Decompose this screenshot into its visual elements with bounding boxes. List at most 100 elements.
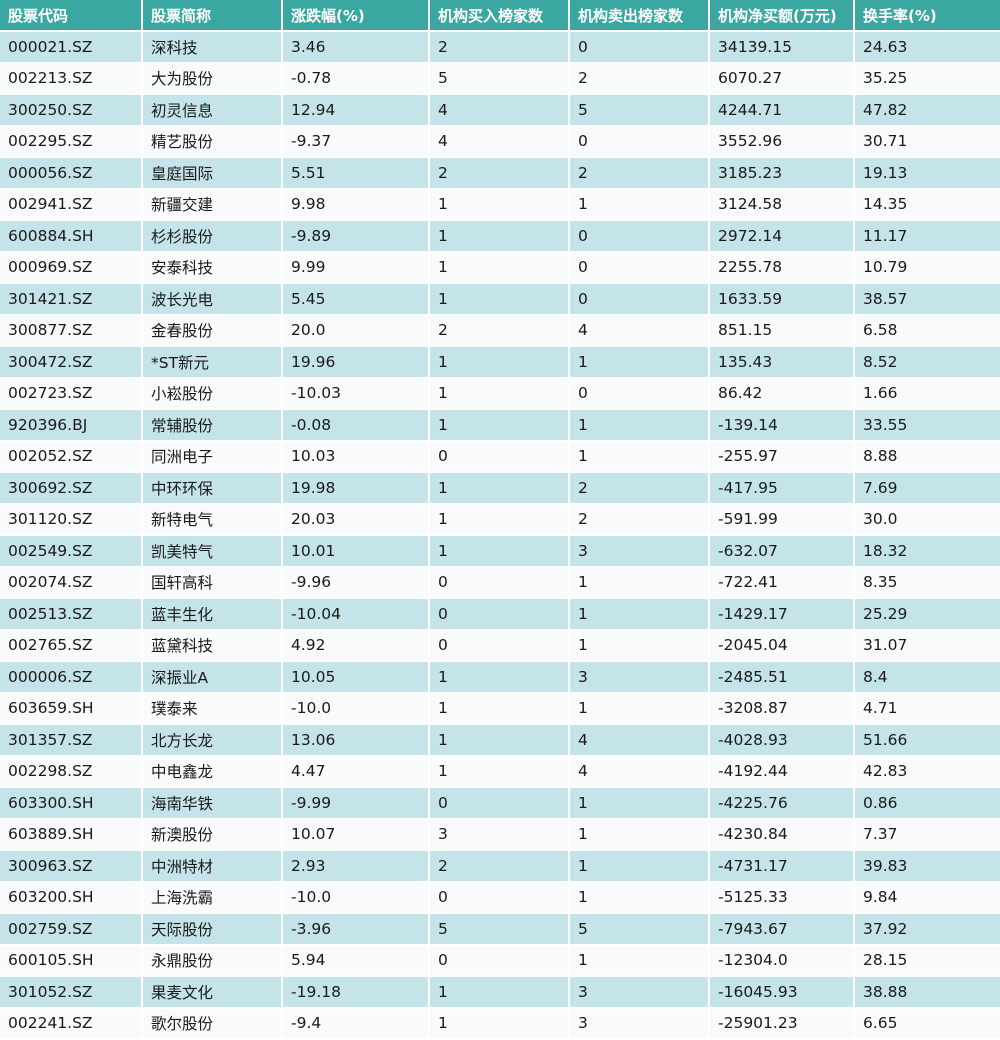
cell-buy-count: 2 [430,32,570,64]
cell-sell-count: 1 [570,189,710,221]
cell-name: 国轩高科 [143,567,283,599]
cell-sell-count: 0 [570,221,710,253]
cell-code: 002295.SZ [0,126,143,158]
cell-change-pct: 20.03 [283,504,430,536]
cell-buy-count: 0 [430,441,570,473]
cell-sell-count: 4 [570,315,710,347]
cell-buy-count: 0 [430,567,570,599]
table-row: 002513.SZ 蓝丰生化 -10.04 0 1 -1429.17 25.29 [0,599,1000,631]
cell-name: 璞泰来 [143,693,283,725]
cell-change-pct: 10.03 [283,441,430,473]
cell-buy-count: 1 [430,473,570,505]
cell-buy-count: 1 [430,725,570,757]
cell-turnover-rate: 8.35 [855,567,1000,599]
cell-name: 波长光电 [143,284,283,316]
cell-name: 新疆交建 [143,189,283,221]
table-row: 603200.SH 上海洗霸 -10.0 0 1 -5125.33 9.84 [0,882,1000,914]
cell-net-buy-amount: -12304.0 [710,945,855,977]
table-row: 002241.SZ 歌尔股份 -9.4 1 3 -25901.23 6.65 [0,1008,1000,1040]
cell-buy-count: 3 [430,819,570,851]
cell-code: 002723.SZ [0,378,143,410]
cell-change-pct: -10.0 [283,693,430,725]
cell-buy-count: 1 [430,756,570,788]
header-cell-buy-count: 机构买入榜家数 [430,0,570,32]
table-row: 002941.SZ 新疆交建 9.98 1 1 3124.58 14.35 [0,189,1000,221]
cell-turnover-rate: 31.07 [855,630,1000,662]
cell-sell-count: 4 [570,725,710,757]
table-row: 603300.SH 海南华铁 -9.99 0 1 -4225.76 0.86 [0,788,1000,820]
cell-sell-count: 0 [570,32,710,64]
table-row: 603659.SH 璞泰来 -10.0 1 1 -3208.87 4.71 [0,693,1000,725]
cell-net-buy-amount: 86.42 [710,378,855,410]
cell-sell-count: 1 [570,599,710,631]
cell-code: 301120.SZ [0,504,143,536]
cell-name: 安泰科技 [143,252,283,284]
cell-name: 金春股份 [143,315,283,347]
cell-sell-count: 1 [570,882,710,914]
cell-change-pct: 5.45 [283,284,430,316]
cell-turnover-rate: 11.17 [855,221,1000,253]
cell-name: 同洲电子 [143,441,283,473]
table-row: 002549.SZ 凯美特气 10.01 1 3 -632.07 18.32 [0,536,1000,568]
cell-name: 上海洗霸 [143,882,283,914]
cell-sell-count: 1 [570,788,710,820]
header-cell-sell-count: 机构卖出榜家数 [570,0,710,32]
cell-buy-count: 0 [430,882,570,914]
cell-buy-count: 1 [430,504,570,536]
cell-name: 大为股份 [143,63,283,95]
table-row: 002298.SZ 中电鑫龙 4.47 1 4 -4192.44 42.83 [0,756,1000,788]
cell-code: 301421.SZ [0,284,143,316]
cell-turnover-rate: 18.32 [855,536,1000,568]
table-row: 000056.SZ 皇庭国际 5.51 2 2 3185.23 19.13 [0,158,1000,190]
cell-code: 002759.SZ [0,914,143,946]
cell-code: 603200.SH [0,882,143,914]
header-cell-code: 股票代码 [0,0,143,32]
table-row: 000021.SZ 深科技 3.46 2 0 34139.15 24.63 [0,32,1000,64]
cell-buy-count: 4 [430,126,570,158]
cell-change-pct: 10.01 [283,536,430,568]
cell-turnover-rate: 14.35 [855,189,1000,221]
cell-code: 300472.SZ [0,347,143,379]
cell-turnover-rate: 35.25 [855,63,1000,95]
table-row: 301120.SZ 新特电气 20.03 1 2 -591.99 30.0 [0,504,1000,536]
cell-change-pct: -9.89 [283,221,430,253]
cell-buy-count: 1 [430,378,570,410]
cell-name: 天际股份 [143,914,283,946]
table-row: 000006.SZ 深振业A 10.05 1 3 -2485.51 8.4 [0,662,1000,694]
cell-code: 920396.BJ [0,410,143,442]
cell-net-buy-amount: -4230.84 [710,819,855,851]
cell-code: 603659.SH [0,693,143,725]
cell-buy-count: 5 [430,63,570,95]
cell-turnover-rate: 38.57 [855,284,1000,316]
cell-change-pct: 4.47 [283,756,430,788]
cell-sell-count: 3 [570,662,710,694]
table-row: 002295.SZ 精艺股份 -9.37 4 0 3552.96 30.71 [0,126,1000,158]
cell-code: 300692.SZ [0,473,143,505]
cell-net-buy-amount: 4244.71 [710,95,855,127]
table-row: 301421.SZ 波长光电 5.45 1 0 1633.59 38.57 [0,284,1000,316]
cell-net-buy-amount: 3124.58 [710,189,855,221]
cell-turnover-rate: 51.66 [855,725,1000,757]
header-cell-name: 股票简称 [143,0,283,32]
cell-code: 002549.SZ [0,536,143,568]
cell-name: 永鼎股份 [143,945,283,977]
cell-turnover-rate: 0.86 [855,788,1000,820]
cell-net-buy-amount: 851.15 [710,315,855,347]
cell-turnover-rate: 8.52 [855,347,1000,379]
cell-sell-count: 3 [570,1008,710,1040]
cell-code: 301357.SZ [0,725,143,757]
cell-net-buy-amount: -591.99 [710,504,855,536]
cell-buy-count: 1 [430,252,570,284]
cell-buy-count: 1 [430,662,570,694]
table-row: 300472.SZ *ST新元 19.96 1 1 135.43 8.52 [0,347,1000,379]
cell-code: 300963.SZ [0,851,143,883]
cell-change-pct: 19.98 [283,473,430,505]
table-row: 600884.SH 杉杉股份 -9.89 1 0 2972.14 11.17 [0,221,1000,253]
cell-change-pct: -19.18 [283,977,430,1009]
cell-net-buy-amount: 135.43 [710,347,855,379]
cell-sell-count: 0 [570,126,710,158]
cell-name: 歌尔股份 [143,1008,283,1040]
cell-net-buy-amount: 2972.14 [710,221,855,253]
cell-net-buy-amount: -4192.44 [710,756,855,788]
